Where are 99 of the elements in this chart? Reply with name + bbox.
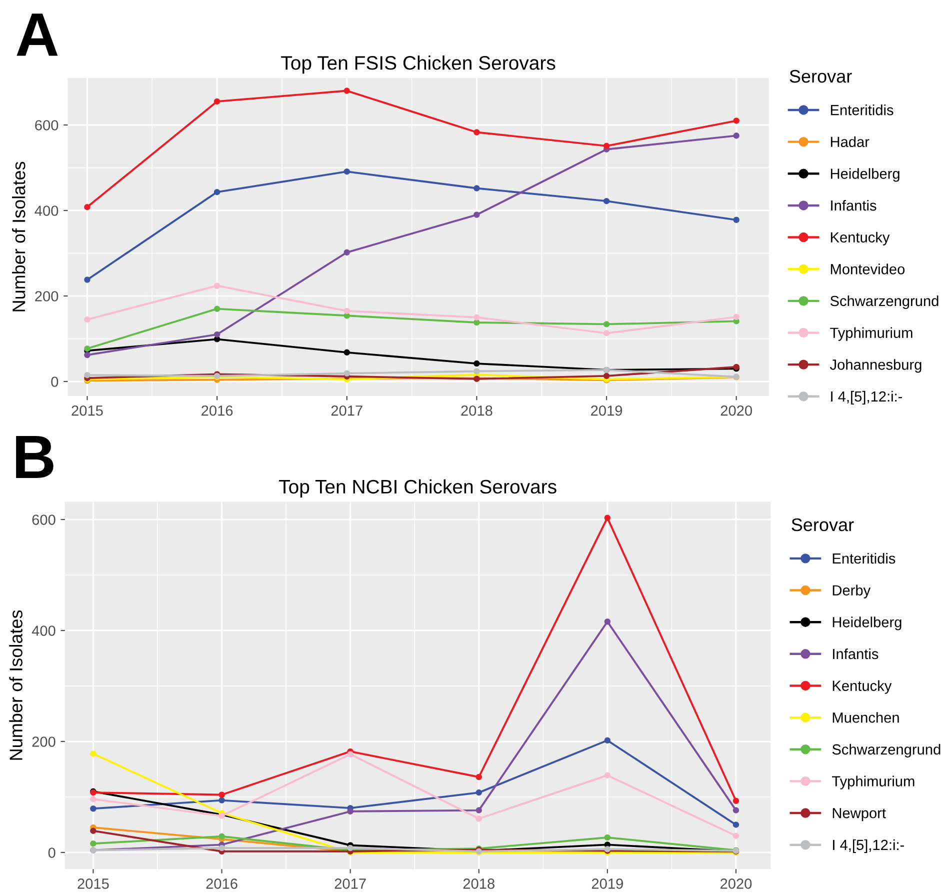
y-tick-label: 0: [48, 848, 56, 858]
x-tick-label: 2019: [591, 405, 622, 416]
legend-label: I 4,[5],12:i:-: [833, 839, 904, 853]
point: [603, 198, 610, 204]
y-tick-label: 200: [32, 736, 56, 747]
point: [347, 751, 354, 758]
x-tick-label: 2017: [334, 878, 366, 889]
point: [474, 129, 480, 136]
point: [344, 308, 350, 314]
legend-label: Heidelberg: [832, 616, 902, 630]
point: [84, 276, 90, 283]
legend-label: I 4,[5],12:i:-: [831, 390, 902, 405]
point: [603, 321, 610, 328]
point: [214, 188, 220, 196]
point: [603, 142, 610, 150]
point: [732, 822, 740, 828]
y-axis-title: Number of Isolates: [9, 610, 22, 760]
y-tick-label: 400: [32, 626, 56, 636]
point: [733, 314, 740, 320]
point: [474, 319, 480, 326]
legend-label: Kentucky: [830, 232, 890, 246]
point: [733, 118, 740, 124]
y-tick-label: 400: [34, 206, 58, 216]
point: [603, 330, 610, 336]
point: [733, 132, 740, 139]
x-tick-label: 2015: [78, 878, 109, 889]
point: [214, 306, 220, 312]
legend-label: Hadar: [830, 136, 870, 148]
legend-label: Typhimurium: [832, 776, 914, 790]
point: [474, 185, 480, 192]
y-tick-label: 600: [32, 514, 56, 525]
point: [604, 737, 611, 744]
point: [84, 372, 90, 378]
legend-label: Derby: [832, 584, 871, 598]
point: [732, 798, 740, 804]
point: [604, 772, 611, 778]
point: [476, 774, 482, 780]
point: [604, 514, 611, 521]
y-tick-label: 600: [35, 120, 58, 130]
point: [90, 750, 96, 757]
text: A: [16, 14, 58, 56]
x-tick-label: 2020: [720, 878, 752, 889]
legend-label: Johannesburg: [830, 359, 922, 373]
legend-label: Kentucky: [832, 680, 892, 694]
point: [733, 216, 740, 224]
x-tick-label: 2016: [206, 878, 238, 889]
text: B: [16, 436, 54, 478]
legend-label: Typhimurium: [830, 327, 912, 341]
legend-label: Infantis: [831, 200, 876, 211]
legend-title: Serovar: [790, 70, 852, 83]
legend-label: Schwarzengrund: [830, 295, 938, 310]
point: [90, 806, 96, 812]
legend-label: Schwarzengrund: [832, 744, 940, 758]
x-tick-label: 2016: [202, 405, 233, 416]
chart-title: Top Ten NCBI Chicken Serovars: [279, 479, 556, 498]
x-tick-label: 2019: [592, 878, 623, 889]
point: [347, 808, 354, 815]
legend-label: Montevideo: [830, 264, 905, 274]
x-tick-label: 2015: [72, 405, 103, 416]
legend-label: Enteritidis: [830, 104, 894, 116]
point: [84, 316, 90, 323]
legend-label: Enteritidis: [832, 552, 896, 564]
point: [476, 807, 482, 814]
y-axis-title: Number of Isolates: [12, 162, 26, 312]
y-tick-label: 200: [35, 291, 58, 302]
point: [90, 796, 96, 802]
point: [344, 88, 350, 94]
point: [218, 797, 225, 804]
point: [214, 98, 220, 105]
point: [84, 345, 90, 352]
y-tick-label: 0: [51, 376, 58, 387]
point: [344, 168, 350, 175]
x-tick-label: 2017: [331, 405, 362, 416]
point: [344, 349, 350, 356]
point: [476, 789, 482, 796]
point: [476, 815, 482, 822]
point: [214, 331, 220, 338]
point: [603, 372, 610, 380]
point: [474, 212, 480, 218]
point: [474, 368, 480, 374]
chart-title: Top Ten FSIS Chicken Serovars: [281, 56, 556, 74]
point: [214, 282, 220, 289]
legend-label: Newport: [832, 808, 886, 822]
legend-label: Heidelberg: [830, 168, 900, 182]
point: [732, 807, 740, 814]
x-tick-label: 2018: [461, 405, 492, 416]
point: [474, 314, 480, 320]
point: [344, 249, 350, 256]
point: [84, 352, 90, 358]
point: [344, 370, 350, 376]
x-tick-label: 2018: [463, 878, 494, 889]
x-tick-label: 2020: [720, 405, 752, 416]
point: [474, 360, 480, 367]
legend-label: Infantis: [833, 648, 878, 660]
point: [604, 618, 611, 625]
legend-title: Serovar: [792, 518, 854, 532]
legend-label: Muenchen: [832, 712, 899, 723]
point: [218, 792, 225, 798]
point: [84, 204, 90, 210]
